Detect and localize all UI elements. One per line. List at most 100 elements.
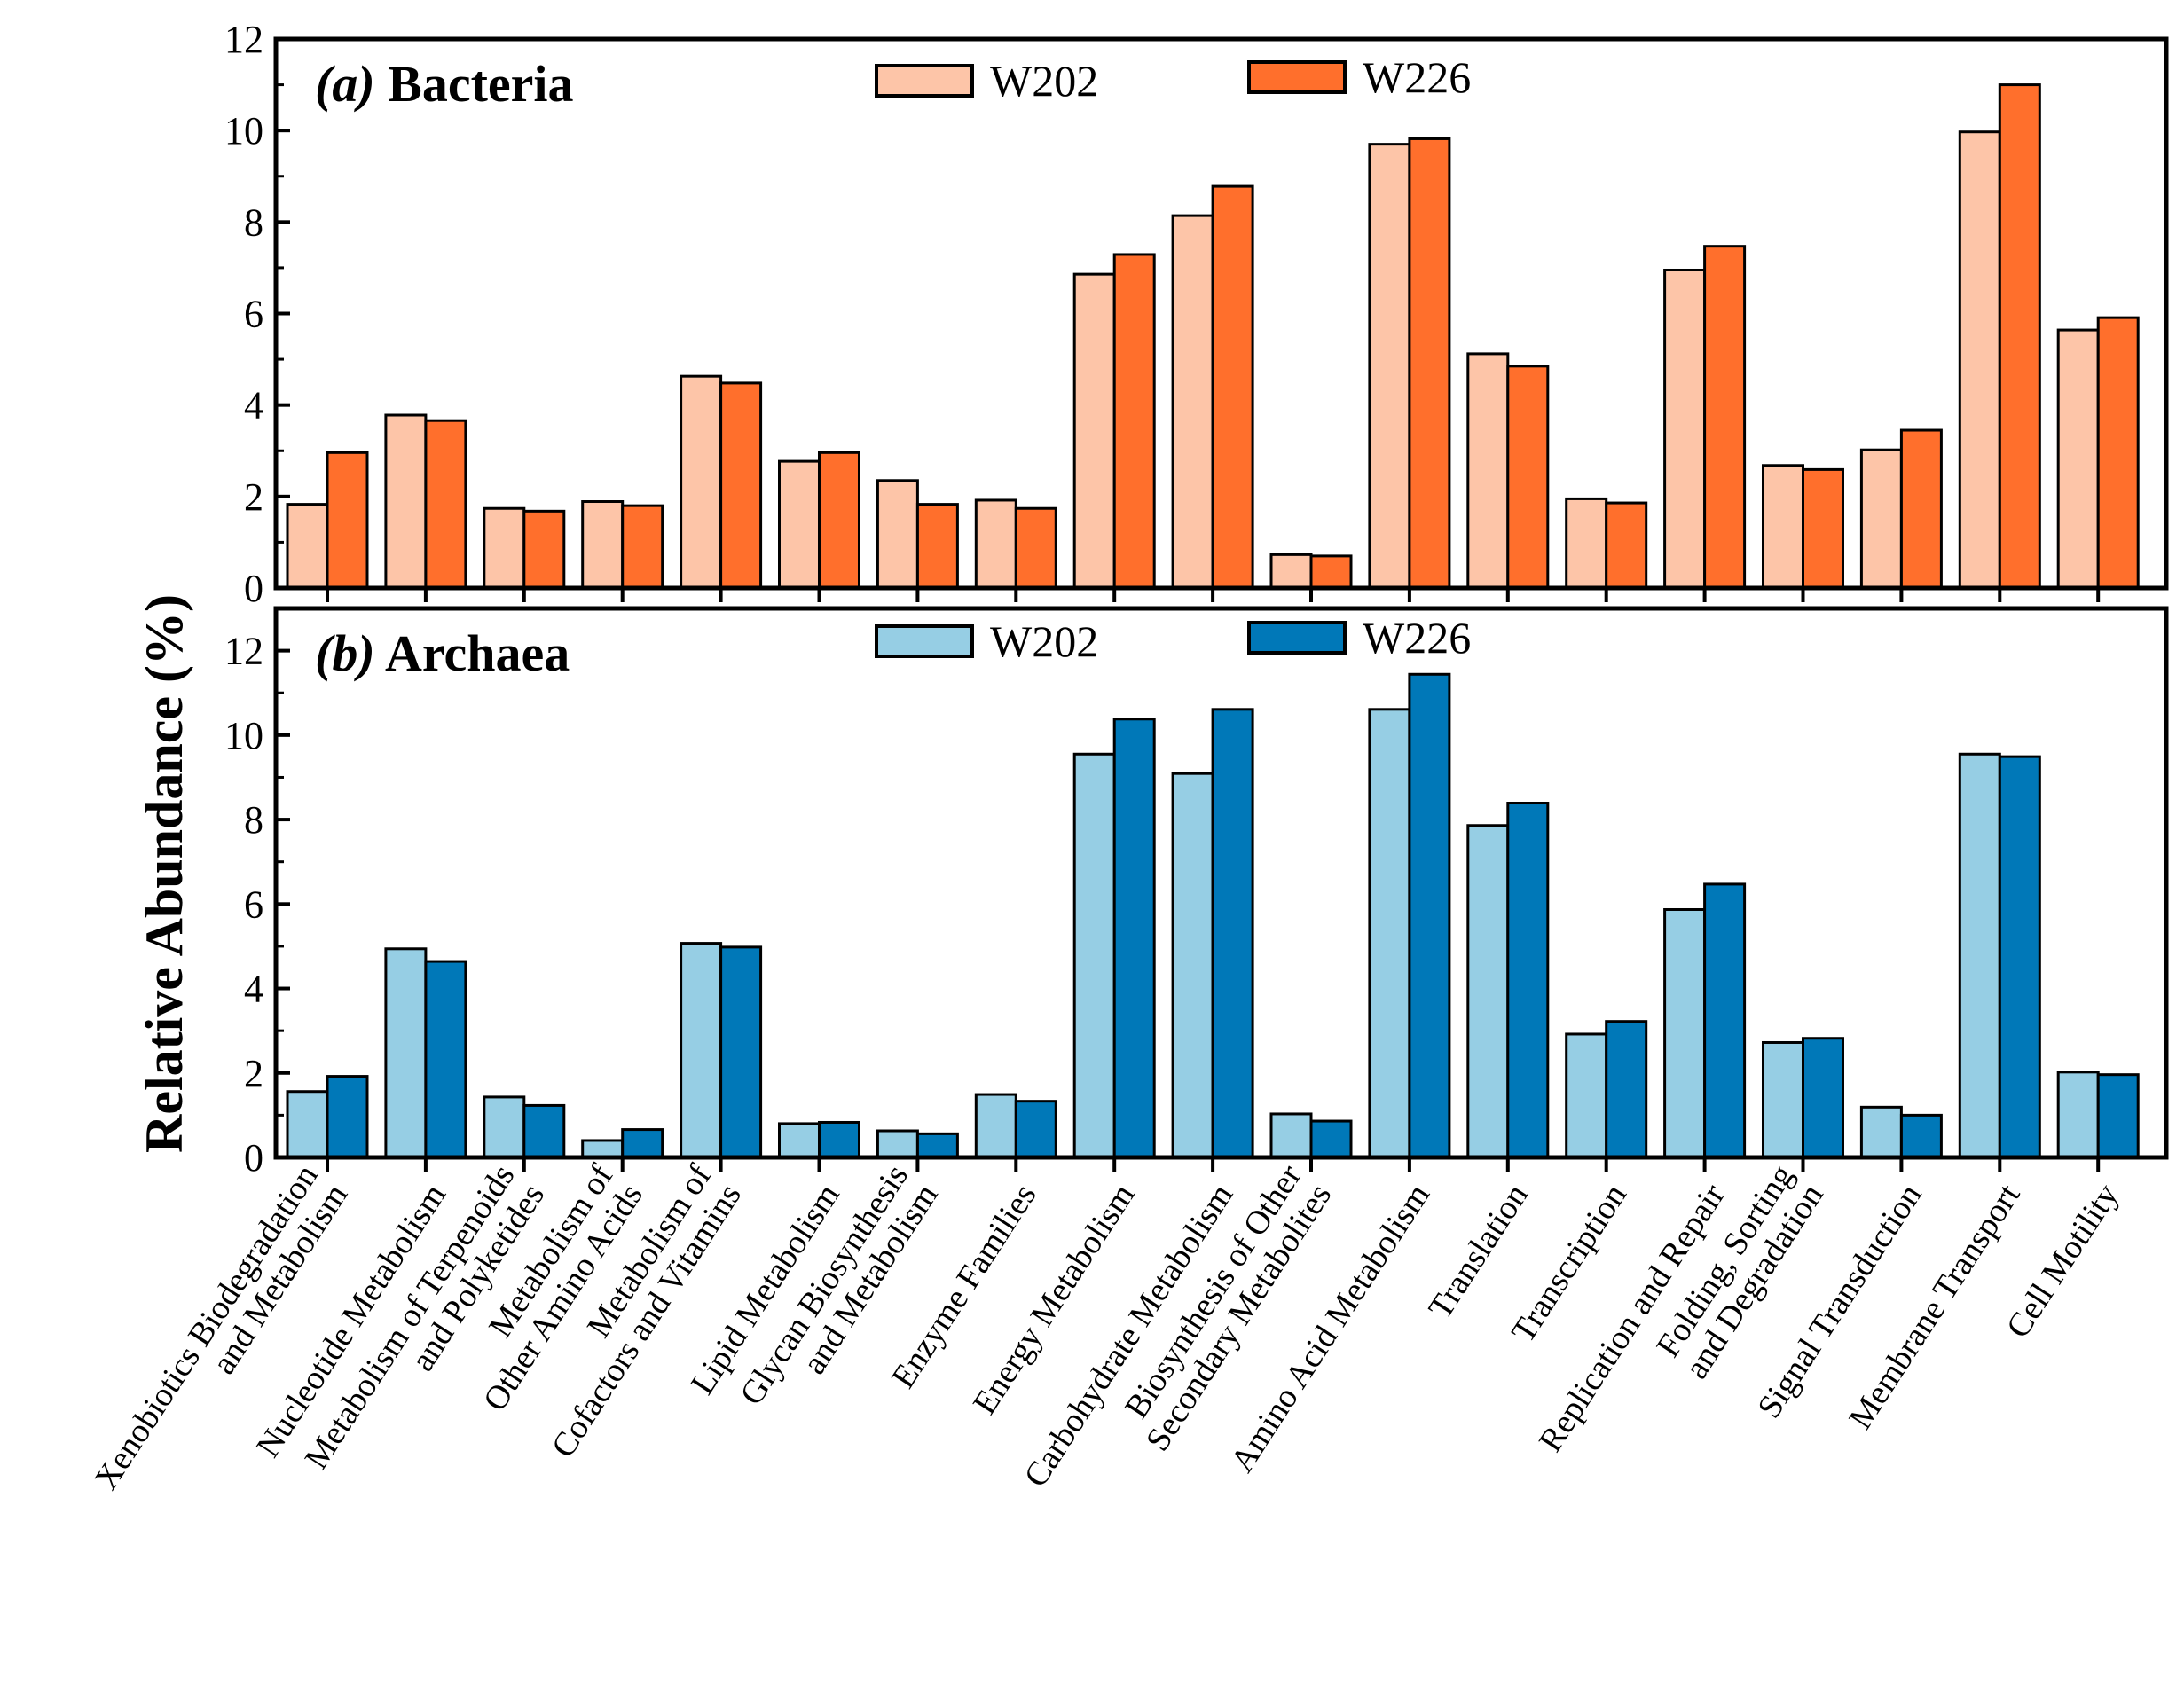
y-tick-label: 12 [224, 18, 263, 61]
legend-swatch-w202 [875, 64, 974, 98]
bar-a-w226-3 [621, 504, 664, 590]
bar-a-w202-2 [483, 506, 526, 590]
bar-b-w226-4 [719, 945, 763, 1159]
bar-a-w226-9 [1211, 184, 1254, 590]
bar-b-w202-15 [1762, 1040, 1804, 1159]
bar-b-w226-5 [818, 1120, 860, 1159]
bar-a-w226-14 [1703, 245, 1747, 590]
y-tick-label: 10 [224, 109, 263, 153]
bar-b-w226-2 [522, 1103, 566, 1159]
bar-b-w202-0 [286, 1090, 329, 1159]
bar-a-w202-7 [974, 498, 1017, 590]
y-axis-label: Relative Abundance (%) [135, 594, 193, 1153]
bar-a-w226-16 [1899, 428, 1943, 590]
y-tick-label: 8 [244, 798, 263, 842]
panel-b: 0 2 4 6 8 10 12 (b) Archaea W202 W226 [224, 606, 2169, 1180]
bar-b-w226-16 [1899, 1113, 1943, 1159]
bar-b-w226-7 [1014, 1100, 1057, 1159]
panel-title: (b) Archaea [315, 624, 570, 682]
x-category-label: Translation [1421, 1178, 1536, 1326]
bar-a-w202-15 [1762, 464, 1804, 590]
legend-label-w202: W202 [990, 56, 1098, 106]
bar-b-w202-8 [1072, 752, 1116, 1159]
bar-b-w202-16 [1859, 1105, 1903, 1159]
bar-b-w226-18 [2096, 1073, 2140, 1159]
bar-a-w202-16 [1859, 448, 1903, 590]
bar-a-w226-10 [1309, 554, 1353, 590]
bar-a-w202-10 [1269, 553, 1313, 590]
bar-b-w226-3 [621, 1128, 664, 1159]
bar-b-w202-17 [1958, 752, 2001, 1159]
bar-a-w226-11 [1408, 137, 1451, 590]
bar-b-w226-14 [1703, 882, 1747, 1159]
y-tick-label: 2 [244, 475, 263, 519]
legend-swatch-w226 [1247, 621, 1347, 655]
bar-a-w226-12 [1506, 365, 1550, 590]
bar-b-w226-13 [1605, 1020, 1648, 1159]
y-tick-label: 0 [244, 1136, 263, 1180]
bar-a-w202-11 [1368, 143, 1411, 590]
bar-a-w202-12 [1466, 352, 1510, 590]
bar-b-w202-2 [483, 1095, 526, 1159]
bar-b-w226-12 [1506, 802, 1550, 1159]
legend-swatch-w226 [1247, 60, 1347, 94]
bar-a-w202-6 [876, 479, 919, 590]
bar-a-w226-7 [1014, 506, 1057, 590]
bar-b-w226-17 [1998, 755, 2041, 1159]
bar-a-w226-15 [1802, 467, 1844, 590]
bar-a-w202-13 [1565, 497, 1608, 590]
bar-a-w202-17 [1958, 130, 2001, 590]
bar-a-w226-6 [915, 503, 959, 590]
bar-a-w202-9 [1171, 214, 1214, 590]
y-tick-label: 4 [244, 384, 263, 427]
bar-b-w202-14 [1663, 907, 1707, 1159]
legend-label-w202: W202 [990, 616, 1098, 666]
bar-b-w226-10 [1309, 1119, 1353, 1159]
plot-frame-b [273, 606, 2169, 1160]
bar-b-w202-13 [1565, 1032, 1608, 1159]
bar-b-w202-1 [384, 947, 428, 1159]
bar-b-w226-15 [1802, 1037, 1844, 1159]
bar-a-w202-3 [581, 500, 625, 590]
y-tick-label: 8 [244, 200, 263, 244]
panel-title: (a) Bacteria [315, 55, 573, 113]
bar-a-w226-13 [1605, 501, 1648, 590]
y-tick-label: 0 [244, 567, 263, 610]
y-tick-label: 6 [244, 293, 263, 336]
bar-b-w202-10 [1269, 1112, 1313, 1159]
bar-a-w202-0 [286, 503, 329, 590]
bar-a-w226-17 [1998, 83, 2041, 590]
bar-a-w202-5 [778, 459, 821, 590]
bar-b-w226-9 [1211, 708, 1254, 1159]
bar-a-w226-18 [2096, 316, 2140, 590]
y-tick-label: 6 [244, 882, 263, 926]
bar-a-w226-5 [818, 451, 860, 590]
legend-label-w226: W226 [1363, 52, 1471, 102]
bar-a-w202-14 [1663, 268, 1707, 590]
bar-b-w202-4 [680, 942, 723, 1159]
bar-a-w202-8 [1072, 272, 1116, 590]
bar-a-w226-1 [424, 419, 467, 590]
y-tick-label: 10 [224, 714, 263, 757]
bar-a-w226-0 [326, 451, 369, 590]
bar-b-w202-3 [581, 1139, 625, 1159]
x-category-label: Membrane Transport [1842, 1177, 2028, 1435]
bar-b-w202-9 [1171, 772, 1214, 1159]
bar-b-w226-6 [915, 1132, 959, 1159]
bar-b-w226-8 [1112, 718, 1156, 1159]
y-tick-label: 2 [244, 1052, 263, 1095]
legend-swatch-w202 [875, 624, 974, 658]
bar-a-w226-2 [522, 509, 566, 590]
bar-a-w226-8 [1112, 253, 1156, 590]
panel-a: 0 2 4 6 8 10 12 (a) Bacteria W202 W226 [224, 18, 2169, 610]
bar-b-w226-1 [424, 960, 467, 1159]
bar-b-w202-11 [1368, 708, 1411, 1159]
bar-b-w202-12 [1466, 824, 1510, 1159]
y-tick-label: 4 [244, 968, 263, 1011]
bar-b-w202-5 [778, 1122, 821, 1159]
bar-b-w202-6 [876, 1129, 919, 1159]
bar-a-w226-4 [719, 381, 763, 590]
y-tick-label: 12 [224, 630, 263, 673]
bar-b-w226-11 [1408, 672, 1451, 1159]
